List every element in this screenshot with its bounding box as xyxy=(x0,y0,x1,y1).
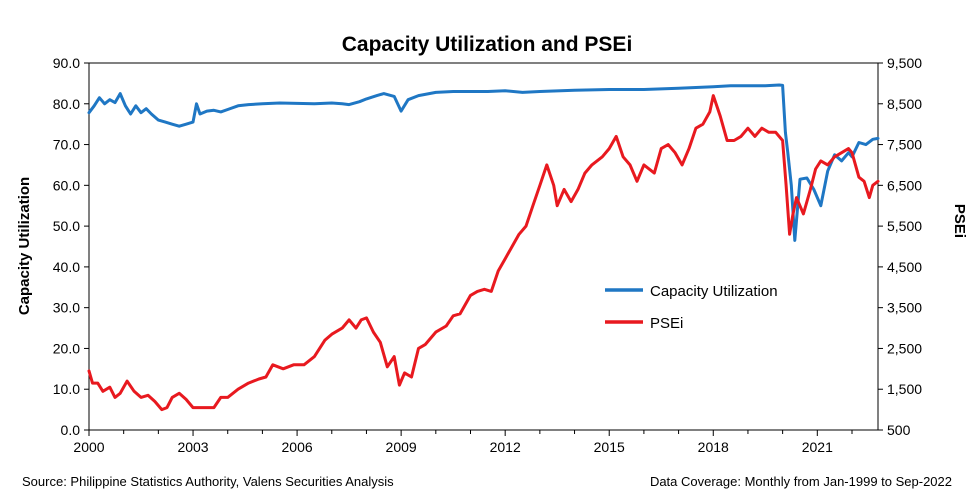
source-note: Source: Philippine Statistics Authority,… xyxy=(22,474,394,489)
x-tick-label: 2000 xyxy=(73,439,104,455)
left-tick-label: 20.0 xyxy=(53,340,80,356)
left-axis-ticks: 0.0 10.0 20.0 30.0 40.0 50.0 60.0 70.0 80.0 90.0 xyxy=(53,55,89,438)
series-line-capacity-utilization xyxy=(87,83,880,242)
x-tick-label: 2009 xyxy=(386,439,417,455)
left-tick-label: 80.0 xyxy=(53,96,80,112)
x-tick-label: 2003 xyxy=(177,439,208,455)
legend: Capacity Utilization PSEi xyxy=(605,283,778,332)
left-tick-label: 50.0 xyxy=(53,218,80,234)
right-tick-label: 5,500 xyxy=(887,218,922,234)
legend-label-capacity-utilization: Capacity Utilization xyxy=(650,283,778,300)
left-tick-label: 60.0 xyxy=(53,177,80,193)
x-axis-ticks: 2000 2003 2006 2009 2012 2015 2018 2021 xyxy=(73,430,853,455)
x-tick-label: 2015 xyxy=(594,439,625,455)
series-layer xyxy=(87,83,880,412)
left-tick-label: 70.0 xyxy=(53,137,80,153)
right-tick-label: 1,500 xyxy=(887,381,922,397)
legend-label-psei: PSEi xyxy=(650,315,683,332)
right-tick-label: 500 xyxy=(887,422,911,438)
left-tick-label: 40.0 xyxy=(53,259,80,275)
right-tick-label: 9,500 xyxy=(887,55,922,71)
x-tick-label: 2021 xyxy=(802,439,833,455)
chart-title: Capacity Utilization and PSEi xyxy=(342,33,633,56)
right-tick-label: 8,500 xyxy=(887,96,922,112)
series-line-psei xyxy=(87,94,880,412)
right-tick-label: 7,500 xyxy=(887,137,922,153)
right-axis-ticks: 500 1,500 2,500 3,500 4,500 5,500 6,500 7,500 8,… xyxy=(878,55,922,438)
x-tick-label: 2012 xyxy=(490,439,521,455)
left-tick-label: 10.0 xyxy=(53,381,80,397)
plot-border xyxy=(88,62,879,431)
left-tick-label: 90.0 xyxy=(53,55,80,71)
right-tick-label: 4,500 xyxy=(887,259,922,275)
coverage-note: Data Coverage: Monthly from Jan-1999 to … xyxy=(650,474,952,489)
left-tick-label: 0.0 xyxy=(61,422,81,438)
right-tick-label: 2,500 xyxy=(887,340,922,356)
x-tick-label: 2006 xyxy=(282,439,313,455)
left-tick-label: 30.0 xyxy=(53,300,80,316)
left-axis-title: Capacity Utilization xyxy=(16,177,33,315)
right-tick-label: 6,500 xyxy=(887,177,922,193)
right-tick-label: 3,500 xyxy=(887,300,922,316)
x-tick-label: 2018 xyxy=(698,439,729,455)
right-axis-title: PSEi xyxy=(951,204,968,238)
plot-area xyxy=(88,62,879,431)
